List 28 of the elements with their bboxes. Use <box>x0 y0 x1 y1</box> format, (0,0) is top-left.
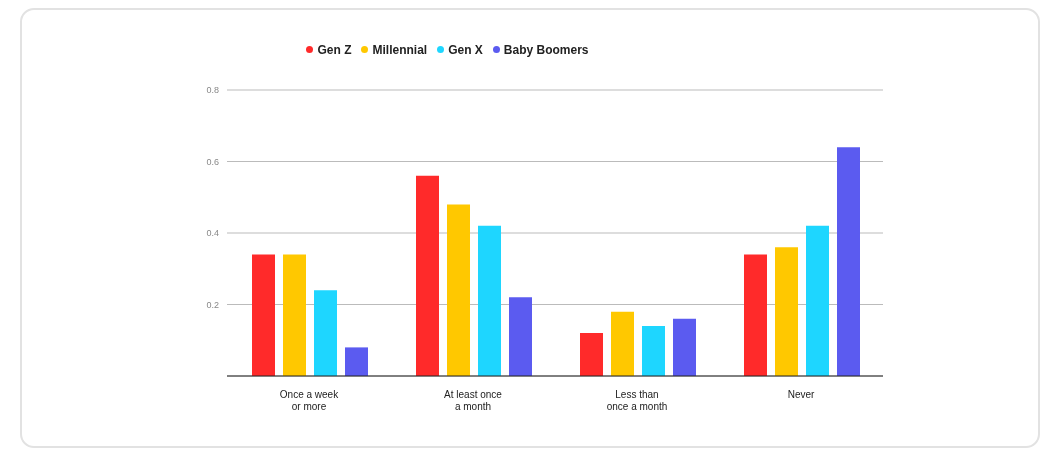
y-tick-label: 0.8 <box>206 85 219 96</box>
x-tick-label: Less than once a month <box>606 389 668 412</box>
bar <box>345 347 368 376</box>
legend-label: Gen Z <box>317 43 352 57</box>
legend-label: Baby Boomers <box>503 43 589 57</box>
bar <box>673 318 696 376</box>
bar <box>478 225 501 376</box>
bar <box>447 204 470 376</box>
bar <box>806 225 829 376</box>
bar <box>580 333 603 376</box>
bar <box>837 147 860 376</box>
y-tick-label: 0.6 <box>206 156 219 167</box>
y-tick-label: 0.2 <box>206 299 219 310</box>
legend-label: Gen X <box>448 43 483 57</box>
bar <box>611 311 634 376</box>
x-tick-label: Never <box>787 389 815 400</box>
x-tick-label: At least once a month <box>444 389 503 412</box>
bar <box>252 254 275 376</box>
y-tick-label: 0.4 <box>206 228 219 239</box>
legend-label: Millennial <box>372 43 428 57</box>
bar <box>642 325 665 376</box>
bar <box>775 247 798 376</box>
bar <box>416 175 439 376</box>
bar <box>283 254 306 376</box>
bar <box>509 297 532 376</box>
bar <box>744 254 767 376</box>
bar <box>314 290 337 376</box>
x-tick-label: Once a week or more <box>279 389 340 412</box>
